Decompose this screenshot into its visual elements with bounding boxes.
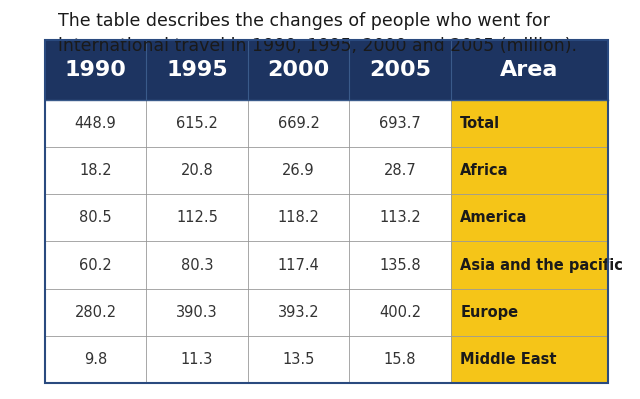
Text: The table describes the changes of people who went for
international travel in 1: The table describes the changes of peopl… (58, 12, 577, 55)
Text: Africa: Africa (460, 163, 509, 178)
FancyBboxPatch shape (147, 194, 248, 241)
FancyBboxPatch shape (451, 241, 608, 289)
Text: 15.8: 15.8 (384, 352, 416, 367)
Text: 60.2: 60.2 (79, 258, 112, 273)
FancyBboxPatch shape (248, 194, 349, 241)
Text: 2000: 2000 (268, 60, 330, 80)
Text: 393.2: 393.2 (278, 305, 319, 320)
FancyBboxPatch shape (451, 100, 608, 147)
Text: 113.2: 113.2 (379, 210, 421, 225)
FancyBboxPatch shape (45, 40, 147, 100)
FancyBboxPatch shape (349, 147, 451, 194)
Text: 18.2: 18.2 (79, 163, 112, 178)
Text: Middle East: Middle East (460, 352, 557, 367)
FancyBboxPatch shape (147, 40, 248, 100)
FancyBboxPatch shape (349, 289, 451, 336)
FancyBboxPatch shape (147, 147, 248, 194)
Text: 615.2: 615.2 (176, 116, 218, 131)
Text: Asia and the pacific: Asia and the pacific (460, 258, 623, 273)
FancyBboxPatch shape (45, 336, 147, 383)
Text: 80.3: 80.3 (180, 258, 213, 273)
Text: 20.8: 20.8 (180, 163, 213, 178)
FancyBboxPatch shape (147, 336, 248, 383)
FancyBboxPatch shape (45, 147, 147, 194)
Text: 9.8: 9.8 (84, 352, 107, 367)
FancyBboxPatch shape (147, 289, 248, 336)
FancyBboxPatch shape (451, 289, 608, 336)
Text: 280.2: 280.2 (74, 305, 116, 320)
Text: Total: Total (460, 116, 500, 131)
FancyBboxPatch shape (45, 194, 147, 241)
Text: 390.3: 390.3 (176, 305, 218, 320)
FancyBboxPatch shape (45, 289, 147, 336)
FancyBboxPatch shape (147, 241, 248, 289)
FancyBboxPatch shape (45, 241, 147, 289)
Text: America: America (460, 210, 528, 225)
Text: Area: Area (500, 60, 559, 80)
Text: 28.7: 28.7 (383, 163, 417, 178)
FancyBboxPatch shape (147, 100, 248, 147)
FancyBboxPatch shape (45, 100, 147, 147)
FancyBboxPatch shape (451, 194, 608, 241)
Text: 693.7: 693.7 (379, 116, 421, 131)
FancyBboxPatch shape (248, 289, 349, 336)
FancyBboxPatch shape (349, 194, 451, 241)
Text: 13.5: 13.5 (282, 352, 315, 367)
FancyBboxPatch shape (248, 40, 349, 100)
Text: 400.2: 400.2 (379, 305, 421, 320)
FancyBboxPatch shape (248, 336, 349, 383)
Text: 26.9: 26.9 (282, 163, 315, 178)
Text: 11.3: 11.3 (181, 352, 213, 367)
Text: 1995: 1995 (166, 60, 228, 80)
FancyBboxPatch shape (451, 147, 608, 194)
Text: 80.5: 80.5 (79, 210, 112, 225)
FancyBboxPatch shape (248, 147, 349, 194)
FancyBboxPatch shape (248, 241, 349, 289)
Text: 117.4: 117.4 (278, 258, 319, 273)
FancyBboxPatch shape (349, 241, 451, 289)
Text: 448.9: 448.9 (75, 116, 116, 131)
Text: 112.5: 112.5 (176, 210, 218, 225)
Text: 118.2: 118.2 (278, 210, 319, 225)
FancyBboxPatch shape (451, 336, 608, 383)
FancyBboxPatch shape (349, 100, 451, 147)
FancyBboxPatch shape (248, 100, 349, 147)
FancyBboxPatch shape (451, 40, 608, 100)
FancyBboxPatch shape (349, 336, 451, 383)
Text: 135.8: 135.8 (379, 258, 420, 273)
Text: 1990: 1990 (65, 60, 127, 80)
Text: 2005: 2005 (369, 60, 431, 80)
Text: Europe: Europe (460, 305, 518, 320)
FancyBboxPatch shape (349, 40, 451, 100)
Text: 669.2: 669.2 (278, 116, 319, 131)
